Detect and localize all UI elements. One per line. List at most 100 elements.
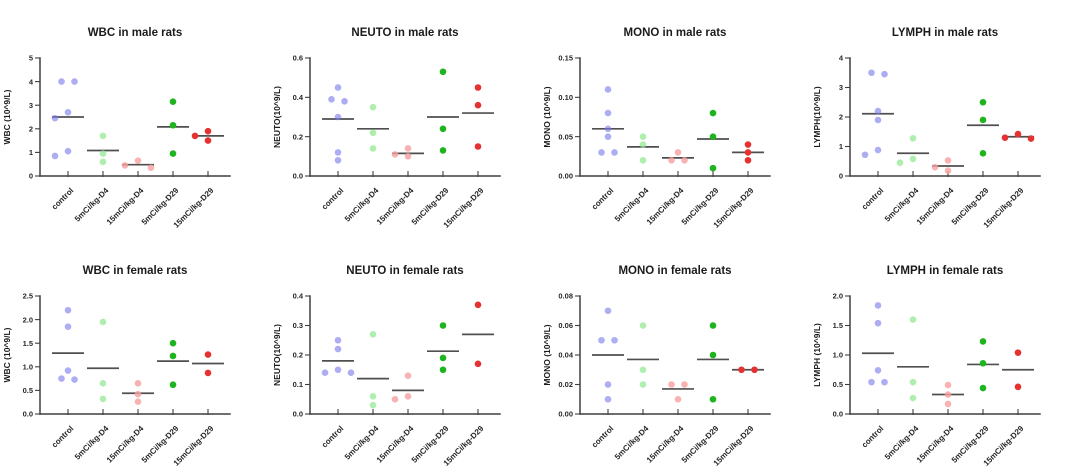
data-point bbox=[1001, 134, 1009, 141]
data-point bbox=[64, 306, 72, 314]
data-point bbox=[58, 78, 65, 85]
data-point bbox=[51, 152, 59, 160]
data-point bbox=[334, 156, 342, 164]
chart-title: MONO in male rats bbox=[624, 27, 727, 39]
data-point bbox=[681, 156, 688, 164]
data-point bbox=[709, 164, 717, 172]
data-point bbox=[1014, 349, 1022, 356]
data-point bbox=[334, 149, 342, 156]
data-point bbox=[738, 366, 745, 374]
data-point bbox=[944, 391, 952, 398]
data-point bbox=[604, 381, 612, 388]
data-point bbox=[169, 121, 177, 129]
data-point bbox=[909, 394, 917, 402]
x-tick-label: 5mCi/kg-D4 bbox=[883, 424, 921, 462]
data-point bbox=[1014, 130, 1022, 138]
chart-lymph-male: LYMPH in male rats 0 1 2 3 4 LYMPH(10^9/L) cont… bbox=[810, 0, 1080, 238]
data-point bbox=[191, 132, 199, 140]
y-tick-label: 2.5 bbox=[23, 292, 33, 301]
data-point bbox=[341, 97, 348, 105]
data-point bbox=[744, 149, 752, 156]
y-tick-label: 1 bbox=[839, 142, 843, 151]
data-point bbox=[868, 69, 875, 77]
data-point bbox=[909, 134, 917, 142]
data-point bbox=[99, 380, 107, 387]
data-point bbox=[439, 147, 447, 154]
data-point bbox=[369, 331, 377, 338]
x-tick-label: 5mCi/kg-D4 bbox=[343, 186, 381, 224]
y-tick-label: 1.0 bbox=[23, 363, 33, 372]
data-point bbox=[604, 109, 612, 117]
chart-canvas-neuto-male: NEUTO in male rats 0.0 0.2 0.4 0.6 NEUTO(10^9… bbox=[272, 27, 501, 230]
data-point bbox=[169, 352, 177, 360]
data-point bbox=[71, 78, 78, 85]
data-point bbox=[744, 156, 752, 164]
data-point bbox=[874, 302, 882, 309]
data-point bbox=[134, 157, 142, 164]
data-point bbox=[979, 98, 987, 106]
data-point bbox=[169, 98, 177, 105]
data-point bbox=[474, 143, 482, 150]
y-tick-label: 0.0 bbox=[293, 172, 303, 181]
data-point bbox=[334, 336, 342, 344]
y-tick-label: 0 bbox=[29, 172, 33, 181]
data-point bbox=[639, 322, 647, 329]
chart-canvas-mono-male: MONO in male rats 0.00 0.05 0.10 0.15 MONO (1… bbox=[542, 27, 771, 230]
data-point bbox=[639, 133, 647, 140]
data-point bbox=[1014, 383, 1022, 391]
y-tick-label: 0.5 bbox=[23, 386, 33, 395]
y-tick-label: 0.0 bbox=[293, 410, 303, 419]
chart-canvas-wbc-male: WBC in male rats 0 1 2 3 4 5 WBC (10^9/L) contro… bbox=[2, 27, 231, 230]
data-point bbox=[99, 158, 107, 166]
x-tick-label: control bbox=[590, 186, 616, 212]
chart-title: LYMPH in female rats bbox=[887, 265, 1004, 277]
data-point bbox=[439, 354, 447, 362]
data-point bbox=[604, 133, 612, 140]
y-tick-label: 0.1 bbox=[293, 380, 303, 389]
data-point bbox=[874, 116, 882, 124]
data-point bbox=[881, 378, 888, 386]
chart-title: LYMPH in male rats bbox=[892, 27, 998, 39]
chart-neuto-male: NEUTO in male rats 0.0 0.2 0.4 0.6 NEUTO(10^9… bbox=[270, 0, 540, 238]
data-point bbox=[369, 129, 377, 137]
data-point bbox=[439, 125, 447, 133]
y-axis-label: LYMPH(10^9/L) bbox=[812, 86, 822, 147]
data-point bbox=[474, 84, 482, 91]
y-tick-label: 1 bbox=[29, 148, 33, 157]
y-tick-label: 1.5 bbox=[23, 339, 33, 348]
data-point bbox=[979, 359, 987, 367]
data-point bbox=[931, 163, 939, 171]
data-point bbox=[134, 380, 142, 387]
data-point bbox=[874, 146, 882, 154]
data-point bbox=[896, 159, 904, 167]
data-point bbox=[328, 96, 335, 103]
x-tick-label: 5mCi/kg-D4 bbox=[73, 424, 111, 462]
y-tick-label: 4 bbox=[839, 54, 844, 63]
data-point bbox=[404, 153, 412, 160]
y-tick-label: 3 bbox=[839, 83, 843, 92]
y-tick-label: 0.10 bbox=[558, 93, 573, 102]
data-point bbox=[874, 367, 882, 374]
y-tick-label: 0.5 bbox=[833, 380, 843, 389]
y-tick-label: 2 bbox=[839, 113, 843, 122]
data-point bbox=[334, 345, 342, 353]
y-tick-label: 0.0 bbox=[833, 410, 843, 419]
chart-title: WBC in male rats bbox=[88, 27, 183, 39]
y-tick-label: 0.2 bbox=[293, 132, 303, 141]
y-axis-label: NEUTO(10^9/L) bbox=[272, 86, 282, 148]
data-point bbox=[909, 316, 917, 323]
y-tick-label: 5 bbox=[29, 54, 33, 63]
data-point bbox=[639, 381, 647, 388]
data-point bbox=[439, 68, 447, 76]
data-point bbox=[369, 145, 377, 152]
data-point bbox=[744, 141, 752, 148]
chart-canvas-wbc-female: WBC in female rats 0.0 0.5 1.0 1.5 2.0 2.5 WBC … bbox=[2, 265, 231, 468]
y-tick-label: 0.06 bbox=[558, 321, 573, 330]
data-point bbox=[169, 339, 177, 347]
data-point bbox=[611, 336, 618, 344]
y-tick-label: 0.05 bbox=[558, 132, 573, 141]
y-tick-label: 1.0 bbox=[833, 351, 843, 360]
data-point bbox=[709, 351, 717, 359]
data-point bbox=[204, 137, 212, 144]
data-point bbox=[639, 156, 647, 164]
